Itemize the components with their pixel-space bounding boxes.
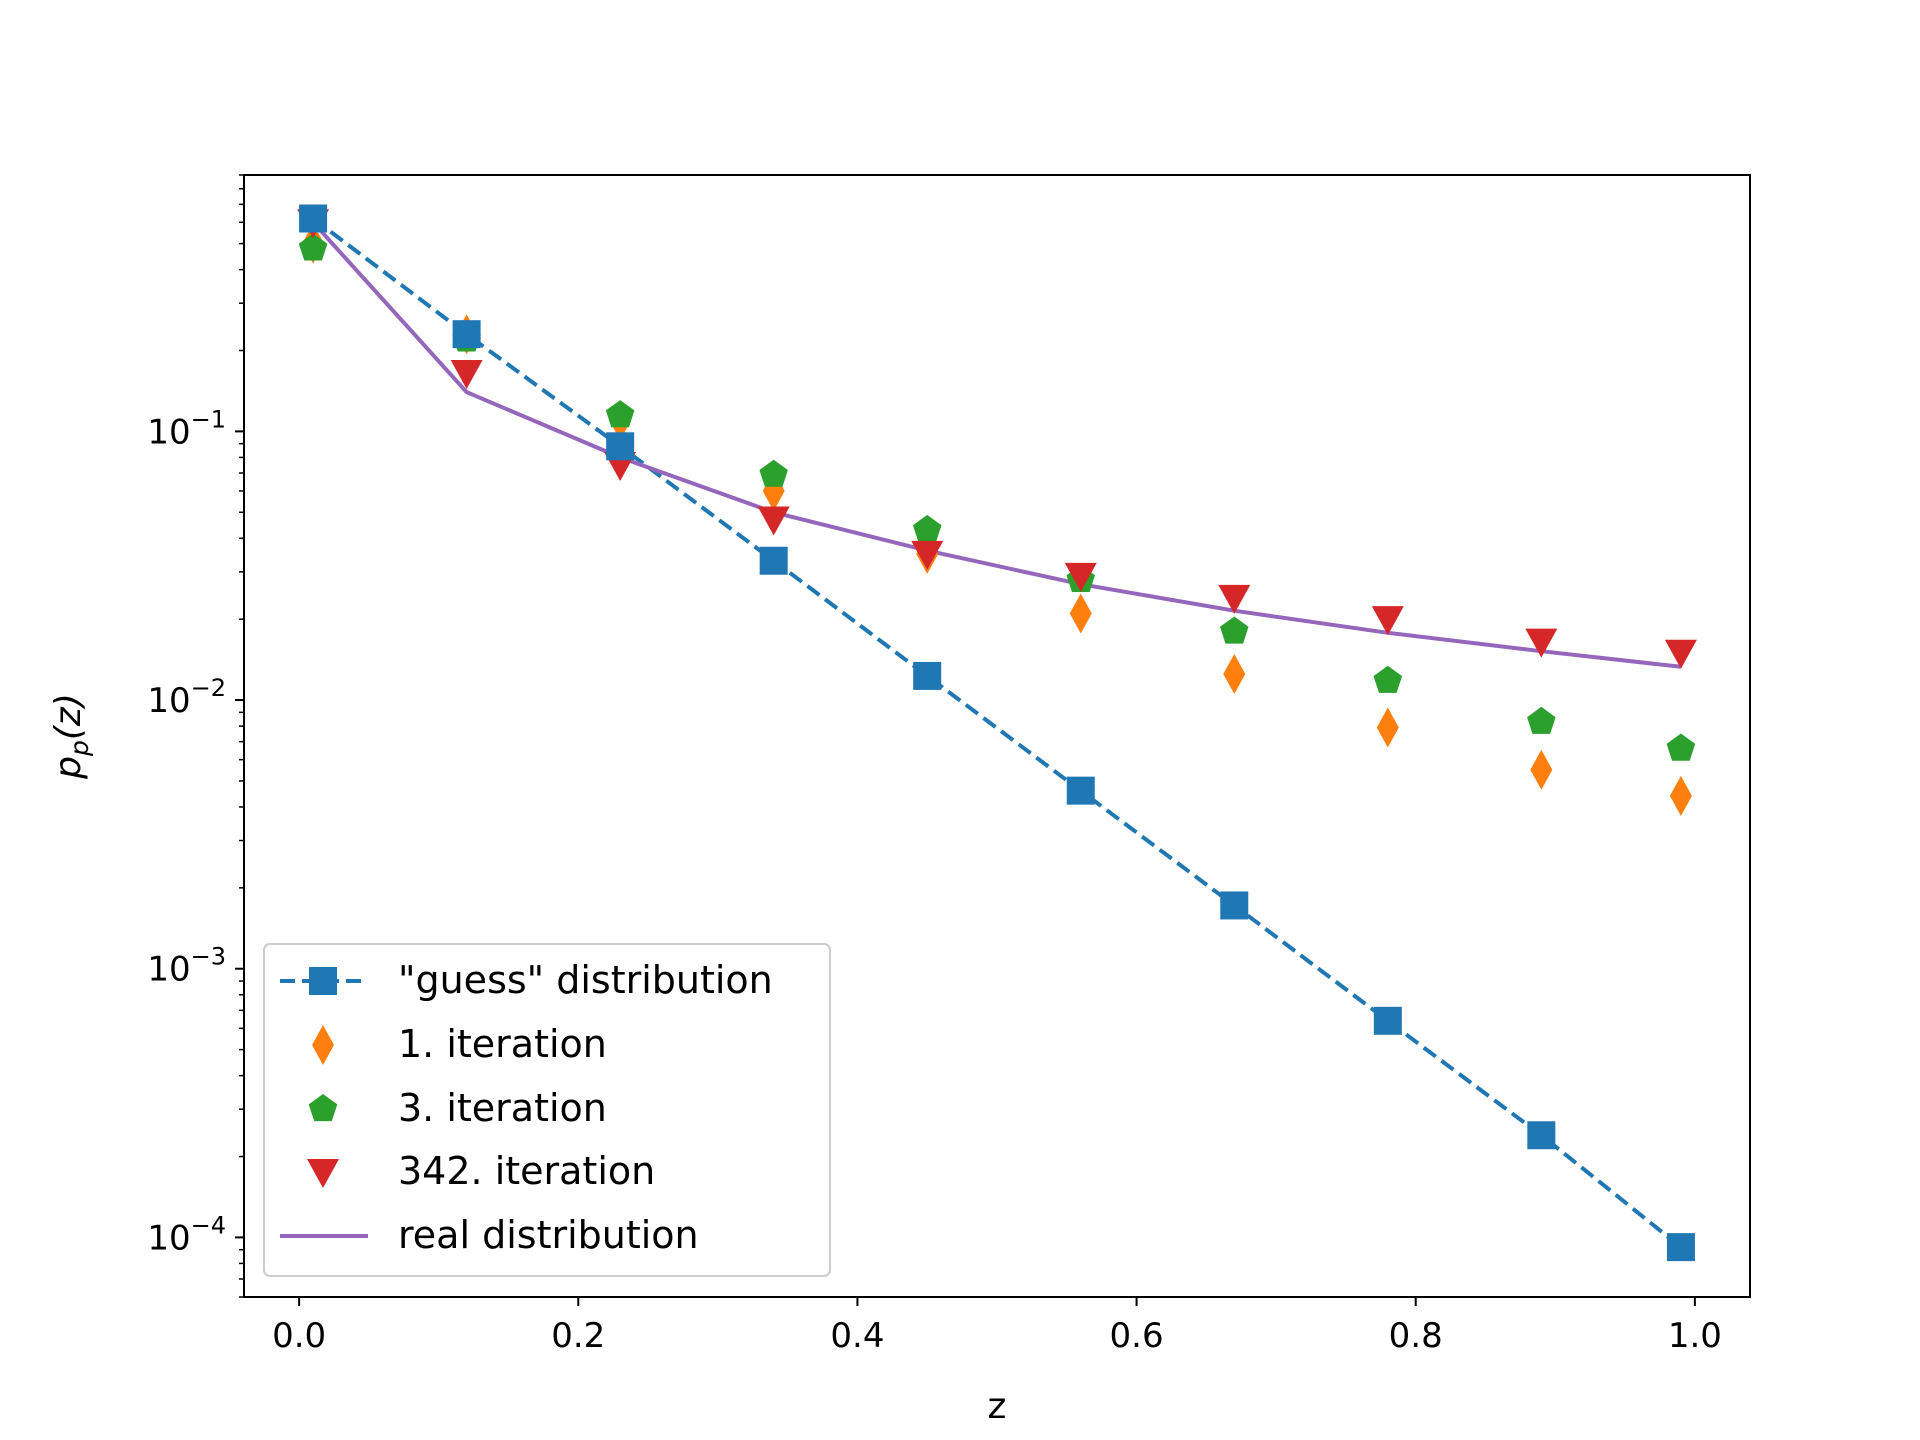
data-point-3-iteration	[1527, 706, 1556, 734]
legend-box	[263, 943, 831, 1277]
data-point-342-iteration	[1064, 562, 1097, 592]
y-tick-label: 10−3	[147, 943, 226, 990]
data-point-3-iteration	[1373, 665, 1403, 693]
data-point-342-iteration	[450, 359, 483, 389]
data-point-3-iteration	[759, 459, 788, 487]
data-point-1-iteration	[1223, 654, 1246, 695]
data-point-guess-distribution	[606, 432, 635, 461]
y-axis-label: pp(z)	[48, 693, 94, 780]
y-axis-label-argument: (z)	[48, 693, 89, 740]
legend-marker	[308, 1094, 338, 1122]
data-point-3-iteration	[298, 233, 328, 261]
data-point-342-iteration	[1525, 628, 1558, 658]
x-tick-label: 0.8	[1389, 1316, 1443, 1356]
y-axis-label-subscript: p	[65, 740, 94, 757]
data-point-guess-distribution	[913, 661, 942, 690]
y-tick-label: 10−1	[147, 405, 226, 452]
data-point-guess-distribution	[452, 320, 481, 349]
legend-label: 1. iteration	[398, 1022, 607, 1066]
y-tick-label: 10−4	[147, 1211, 226, 1258]
data-point-342-iteration	[1218, 584, 1251, 614]
x-tick-label: 1.0	[1668, 1316, 1722, 1356]
legend-entry-3-iteration: 3. iteration	[308, 1086, 607, 1130]
x-tick-label: 0.6	[1110, 1316, 1164, 1356]
data-point-3-iteration	[1666, 733, 1696, 761]
legend-entry-342-iteration: 342. iteration	[307, 1149, 655, 1193]
plot-area	[297, 204, 1697, 1262]
legend-label: real distribution	[398, 1213, 699, 1257]
legend-marker	[309, 967, 337, 995]
x-tick-label: 0.4	[830, 1316, 884, 1356]
x-tick-label: 0.2	[551, 1316, 605, 1356]
data-point-1-iteration	[1376, 707, 1399, 748]
axes-frame	[243, 174, 1751, 1298]
x-axis-label: z	[988, 1386, 1007, 1427]
data-point-3-iteration	[605, 400, 635, 428]
legend: "guess" distribution 1. iteration 3. itera…	[263, 943, 831, 1277]
y-tick-label: 10−2	[147, 674, 226, 721]
data-point-3-iteration	[1220, 616, 1249, 644]
legend-entry-1-iteration: 1. iteration	[312, 1022, 607, 1066]
data-point-342-iteration	[1664, 639, 1697, 669]
series-guess-distribution	[299, 204, 1695, 1262]
legend-label: 342. iteration	[398, 1149, 655, 1193]
legend-marker	[307, 1159, 339, 1188]
data-point-guess-distribution	[1220, 891, 1249, 920]
data-point-1-iteration	[1669, 775, 1692, 816]
legend-entry-real-distribution: real distribution	[280, 1213, 699, 1257]
series-line-guess-distribution	[311, 216, 1683, 1249]
data-point-guess-distribution	[1066, 776, 1095, 805]
x-tick-label: 0.0	[272, 1316, 326, 1356]
data-point-342-iteration	[757, 506, 790, 536]
data-point-guess-distribution	[1527, 1121, 1556, 1150]
data-point-1-iteration	[1069, 593, 1092, 634]
data-point-1-iteration	[1530, 749, 1553, 790]
axis-ticks: 0.0 0.2 0.4 0.6 0.8 1.0 10−1 10−2 10−3 10−4	[147, 174, 1722, 1356]
series-line-real-distribution	[311, 220, 1682, 669]
data-point-guess-distribution	[759, 546, 788, 575]
data-point-3-iteration	[912, 514, 942, 542]
data-point-guess-distribution	[299, 204, 328, 233]
data-point-guess-distribution	[1666, 1233, 1695, 1262]
legend-marker	[312, 1025, 334, 1065]
data-point-guess-distribution	[1373, 1006, 1402, 1035]
y-axis-label-main: p	[48, 756, 89, 780]
legend-label: 3. iteration	[398, 1086, 607, 1130]
data-point-342-iteration	[911, 540, 944, 570]
legend-label: "guess" distribution	[398, 958, 773, 1002]
legend-entry-guess-distribution: "guess" distribution	[280, 958, 773, 1002]
data-point-342-iteration	[1371, 606, 1404, 636]
